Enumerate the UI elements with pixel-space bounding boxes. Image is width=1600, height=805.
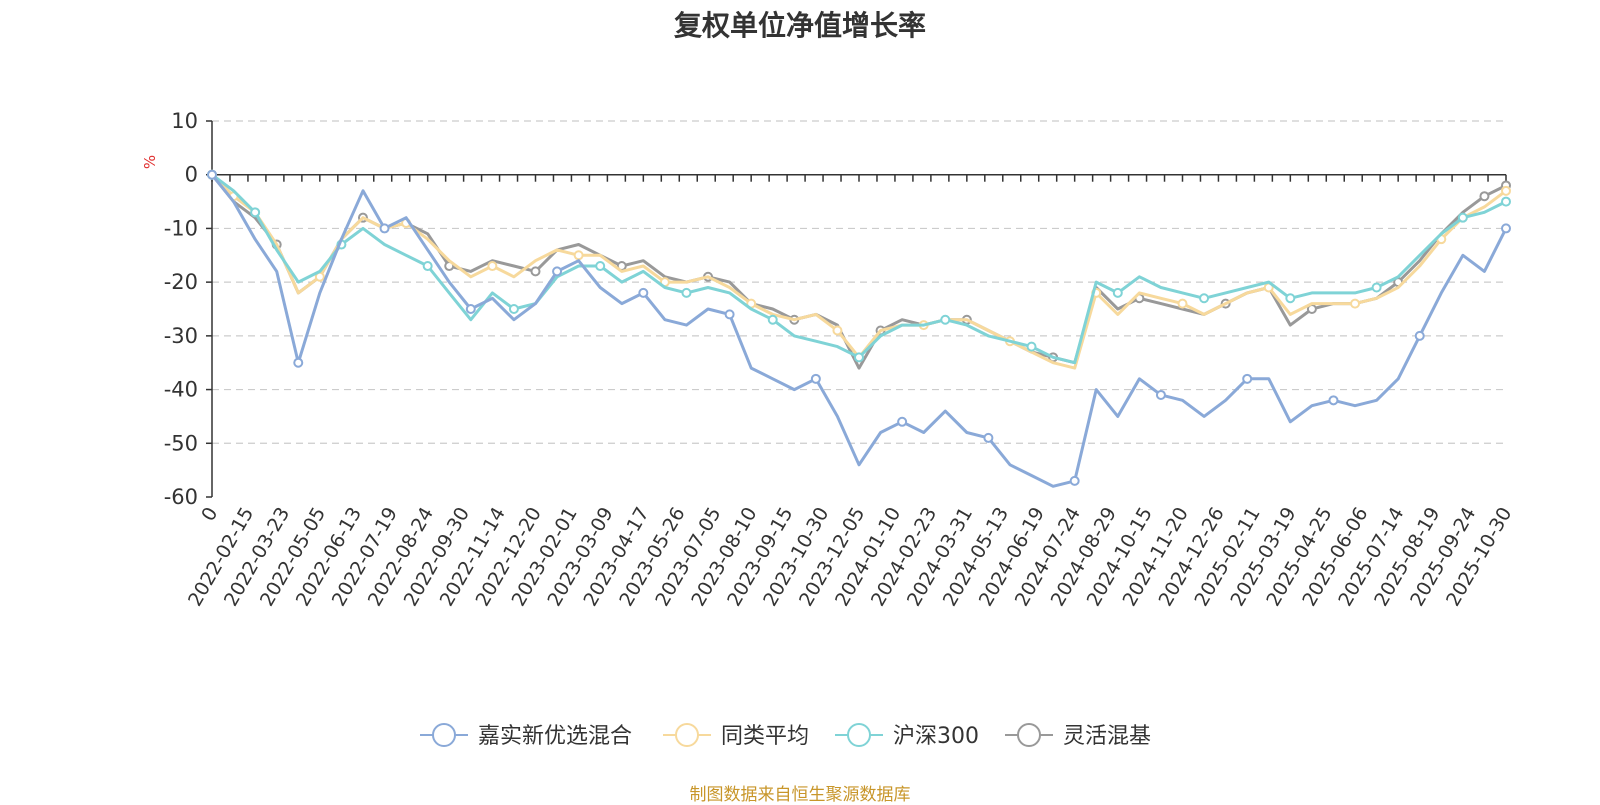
series-line	[210, 173, 1508, 488]
series-point	[1242, 373, 1253, 384]
y-tick-label: -60	[164, 485, 198, 509]
y-tick-label: -40	[164, 378, 198, 402]
series-point	[250, 207, 261, 218]
legend-label: 嘉实新优选混合	[478, 724, 632, 749]
legend-label: 灵活混基	[1063, 724, 1151, 749]
series-point	[1479, 191, 1490, 202]
series-point	[1177, 298, 1188, 309]
y-tick-label: -30	[164, 324, 198, 348]
series-point	[724, 309, 735, 320]
series-point	[293, 357, 304, 368]
series-point	[1501, 223, 1511, 234]
series-point	[810, 373, 821, 384]
series-line	[210, 173, 1507, 370]
y-tick-label: -10	[164, 216, 198, 240]
legend-marker	[675, 723, 699, 747]
series-point	[1026, 341, 1037, 352]
series-point	[854, 352, 864, 363]
source-note: 制图数据来自恒生聚源数据库	[689, 785, 911, 805]
y-axis-unit: %	[141, 155, 159, 169]
y-tick-label: -20	[164, 270, 198, 294]
series-point	[573, 250, 584, 261]
series-point	[207, 169, 217, 180]
legend-marker	[1017, 723, 1041, 747]
series-point	[465, 304, 476, 314]
series-point	[595, 261, 606, 272]
series-point	[530, 266, 541, 277]
y-tick-label: 10	[171, 109, 198, 133]
series-point	[1069, 475, 1080, 486]
series-point	[1501, 196, 1511, 207]
chart-title: 复权单位净值增长率	[673, 9, 926, 42]
series-point	[1414, 330, 1425, 341]
series-point	[832, 325, 843, 336]
series-point	[379, 223, 390, 234]
x-tick-label: 0	[197, 504, 222, 525]
series-point	[1457, 212, 1468, 223]
series-point	[1155, 389, 1166, 400]
y-tick-label: 0	[185, 163, 198, 187]
series-point	[767, 314, 778, 325]
series-point	[552, 266, 563, 277]
series-point	[897, 416, 908, 427]
series-point	[508, 304, 519, 314]
series-point	[1350, 298, 1361, 309]
series-line	[210, 173, 1507, 370]
series-point	[638, 287, 649, 298]
series-line	[211, 173, 1507, 365]
series-point	[1371, 282, 1382, 293]
series-point	[1285, 293, 1296, 304]
legend-marker	[432, 723, 456, 747]
legend-marker	[847, 723, 871, 747]
legend-label: 沪深300	[893, 724, 979, 749]
series-point	[1112, 287, 1123, 298]
y-tick-label: -50	[164, 431, 198, 455]
series-point	[940, 314, 951, 325]
series-point	[1501, 185, 1511, 196]
series-point	[1328, 395, 1339, 406]
series-point	[1199, 293, 1210, 304]
series-point	[422, 261, 433, 272]
series-point	[983, 432, 994, 443]
legend-label: 同类平均	[721, 724, 809, 749]
series-point	[487, 261, 498, 272]
series-point	[681, 287, 692, 298]
